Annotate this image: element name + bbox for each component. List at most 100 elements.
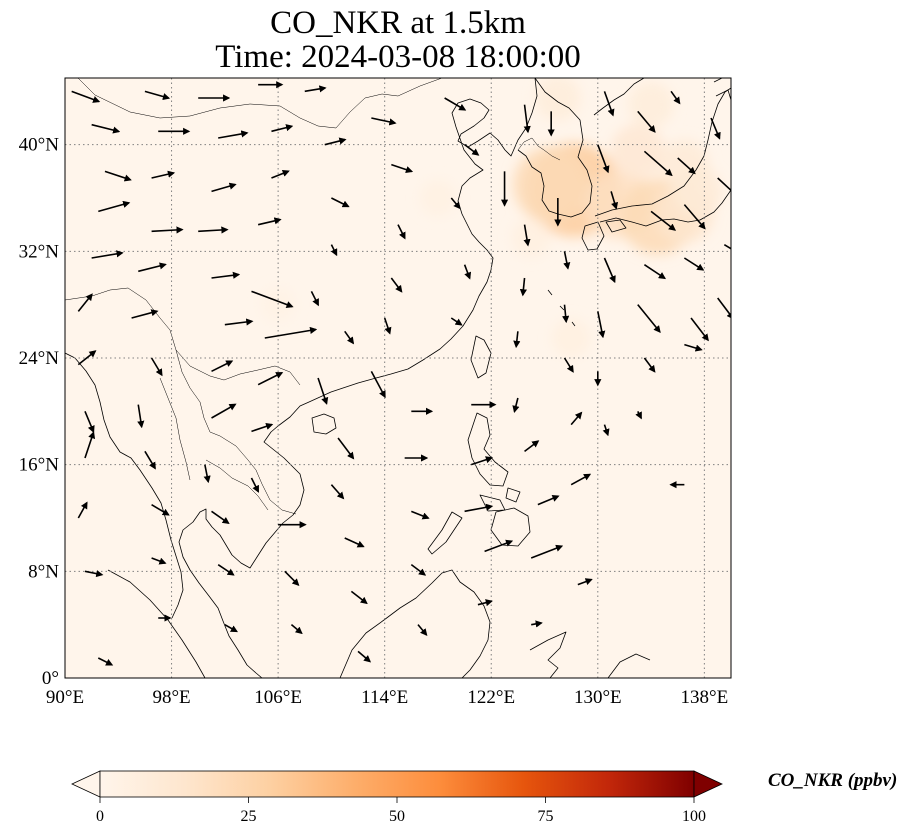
- map-title: CO_NKR at 1.5km Time: 2024-03-08 18:00:0…: [65, 6, 731, 74]
- wind-arrow: [519, 277, 527, 297]
- wind-arrow: [563, 251, 571, 270]
- wind-arrow: [683, 257, 705, 271]
- wind-arrow: [450, 317, 463, 326]
- wind-arrow: [131, 309, 159, 319]
- wind-arrow: [464, 503, 494, 513]
- wind-arrow: [684, 343, 703, 352]
- wind-arrow: [77, 501, 88, 519]
- lat-tick-label: 0°: [42, 668, 59, 689]
- wind-arrow: [284, 570, 300, 586]
- wind-arrow: [562, 304, 570, 324]
- wind-arrow: [224, 623, 238, 633]
- wind-arrow: [224, 318, 254, 326]
- wind-arrow: [603, 91, 615, 117]
- wind-arrow: [271, 169, 290, 179]
- wind-arrow: [337, 437, 355, 460]
- wind-arrow: [77, 350, 97, 366]
- lon-tick-label: 90°E: [46, 687, 84, 708]
- coastline-mindanao: [490, 507, 531, 547]
- wind-arrow: [723, 243, 731, 250]
- wind-arrow: [524, 440, 540, 452]
- gridlines: [65, 78, 731, 678]
- wind-arrow: [670, 90, 681, 105]
- concentration-hotspot: [512, 146, 590, 223]
- wind-arrow: [84, 570, 104, 578]
- wind-arrow: [211, 360, 234, 373]
- wind-arrow: [330, 484, 345, 500]
- colorbar-ticks: 0 25 50 75 100: [96, 797, 706, 825]
- wind-arrow: [310, 290, 319, 307]
- border-china-korea: [517, 137, 561, 161]
- wind-arrow: [603, 257, 616, 284]
- wind-arrow: [151, 170, 176, 179]
- wind-arrow: [717, 177, 731, 192]
- axis-ticks: 90°E 98°E 106°E 114°E 122°E 130°E 138°E 0° 8°N 16…: [19, 135, 729, 708]
- wind-vectors: [71, 81, 731, 666]
- wind-arrow: [104, 170, 132, 182]
- concentration-hotspot: [511, 218, 551, 258]
- wind-arrow: [211, 403, 237, 419]
- wind-arrow: [211, 510, 230, 525]
- wind-arrow: [98, 200, 131, 213]
- wind-arrow: [635, 410, 642, 420]
- lat-tick-label: 24°N: [19, 348, 60, 369]
- coastline-taiwan: [470, 335, 492, 379]
- wind-arrow: [643, 357, 656, 373]
- map-frame: [64, 77, 732, 679]
- wind-arrow: [710, 117, 721, 140]
- wind-arrow: [151, 557, 167, 565]
- lat-tick-label: 40°N: [19, 135, 60, 156]
- wind-arrow: [643, 264, 667, 280]
- lat-tick-label: 8°N: [28, 561, 59, 582]
- wind-arrow: [91, 250, 124, 259]
- wind-arrow: [397, 224, 406, 240]
- wind-arrow: [91, 123, 121, 134]
- wind-arrow: [577, 578, 593, 586]
- lon-tick-label: 122°E: [467, 687, 515, 708]
- wind-arrow: [250, 477, 259, 493]
- wind-arrow: [523, 104, 531, 134]
- border-thailand-cambodia: [205, 459, 269, 511]
- coastline-korea-east: [517, 78, 593, 218]
- coastline-ryukyu: [547, 289, 576, 327]
- country-borders: [65, 78, 561, 515]
- wind-arrow: [530, 544, 564, 559]
- wind-arrow: [677, 157, 696, 175]
- wind-arrow: [211, 182, 237, 193]
- coastline-myanmar-bay: [65, 352, 184, 619]
- coastline-shikoku: [605, 219, 627, 233]
- wind-arrow: [264, 326, 318, 339]
- wind-arrow: [257, 217, 282, 226]
- wind-arrow: [290, 624, 303, 635]
- wind-arrow: [357, 650, 372, 663]
- wind-arrow: [411, 510, 430, 520]
- wind-arrow: [251, 422, 274, 433]
- lon-tick-label: 98°E: [152, 687, 190, 708]
- concentration-hotspot: [551, 318, 591, 358]
- wind-arrow: [463, 264, 472, 280]
- colorbar-title: CO_NKR (ppbv): [768, 770, 898, 791]
- lon-tick-label: 114°E: [361, 687, 408, 708]
- lat-tick-label: 32°N: [19, 241, 60, 262]
- concentration-hotspot: [672, 166, 723, 217]
- wind-arrow: [410, 564, 427, 576]
- wind-arrow: [203, 464, 211, 484]
- wind-arrow: [211, 271, 241, 279]
- coastline-east-asia: [178, 78, 538, 678]
- wind-arrow: [602, 424, 610, 437]
- concentration-hotspot: [535, 78, 581, 121]
- wind-arrow: [513, 331, 521, 349]
- wind-arrow: [570, 473, 592, 486]
- colorbar-extend-max: [693, 770, 723, 798]
- wind-arrow: [217, 564, 235, 576]
- wind-arrow: [331, 197, 350, 208]
- wind-arrow: [484, 539, 514, 553]
- wind-arrow: [444, 97, 467, 111]
- colorbar-tick-label: 75: [538, 808, 554, 825]
- wind-arrow: [643, 150, 673, 177]
- wind-arrow: [324, 137, 347, 146]
- colorbar-gradient: [99, 770, 695, 798]
- colorbar-tick-label: 0: [96, 808, 104, 825]
- wind-arrow: [610, 191, 619, 210]
- wind-arrow: [257, 372, 284, 386]
